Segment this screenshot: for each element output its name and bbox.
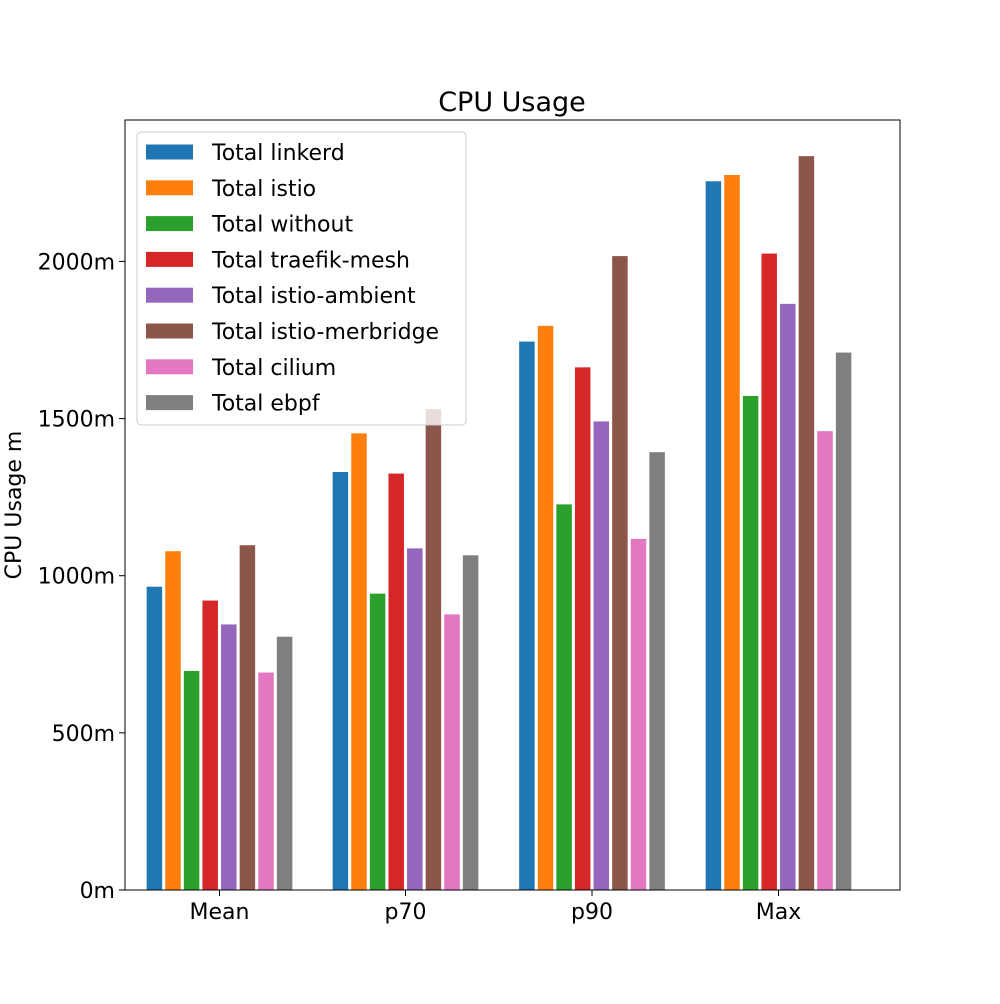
bar-total-istio-ambient-mean [221,624,237,890]
y-axis-label: CPU Usage m [2,431,27,580]
bar-total-cilium-p90 [630,538,647,890]
y-tick-label: 500m [52,722,115,747]
x-tick-label: Mean [190,900,250,925]
bar-total-ebpf-max [835,352,852,890]
legend-box [136,131,467,426]
axes-layer: 0m 500m 1000m 1500m 2000m Mean p70 p90 Max [38,119,901,925]
bar-total-istio-max [724,175,740,890]
legend-label: Total istio [211,177,316,202]
x-tick-label: p70 [385,900,427,925]
legend-swatch [146,216,193,232]
bar-total-ebpf-mean [276,636,293,890]
bar-total-linkerd-mean [146,586,163,890]
legend-label: Total cilium [211,356,336,381]
legend-label: Total traefik-mesh [211,248,410,273]
y-tick-label: 1500m [38,408,115,433]
bar-total-without-max [742,395,759,890]
legend-label: Total istio-merbridge [211,320,439,345]
legend-swatch [146,395,193,411]
legend-swatch [146,323,193,339]
plot-frame [124,119,901,891]
legend-label: Total without [211,213,353,238]
legend-label: Total istio-ambient [211,284,416,309]
legend-swatch [146,287,193,303]
bar-total-cilium-mean [258,672,274,890]
bar-total-traefik-mesh-mean [202,600,218,890]
bar-total-without-p70 [369,593,386,890]
bar-total-without-p90 [556,504,572,890]
bar-total-without-mean [183,670,200,890]
bar-total-istio-merbridge-p90 [612,256,628,891]
bar-total-istio-ambient-max [780,303,796,890]
bar-total-istio-merbridge-p70 [425,409,442,890]
bar-total-istio-mean [165,551,181,890]
y-tick-label: 2000m [38,250,115,275]
legend: Total linkerd Total istio Total without Tot… [136,131,467,426]
x-tick-label: Max [756,900,801,925]
legend-swatch [146,144,193,160]
legend-swatch [146,359,193,375]
bar-total-istio-p90 [537,325,554,890]
legend-swatch [146,180,193,196]
legend-label: Total ebpf [211,392,321,417]
bar-total-linkerd-p90 [519,341,535,890]
y-tick-label: 0m [80,879,115,904]
bar-total-istio-ambient-p90 [593,421,610,890]
bar-total-istio-p70 [351,433,367,890]
bar-total-ebpf-p70 [462,555,479,890]
legend-label: Total linkerd [211,141,345,166]
chart-title: CPU Usage [438,87,586,118]
bar-total-istio-merbridge-mean [239,545,256,890]
bar-total-ebpf-p90 [649,452,665,890]
bar-total-cilium-max [817,431,833,890]
bar-total-istio-ambient-p70 [407,548,423,890]
x-tick-label: p90 [571,900,613,925]
bar-total-istio-merbridge-max [798,156,815,890]
legend-swatch [146,251,193,267]
bars-layer [146,156,852,891]
bar-total-traefik-mesh-p70 [388,473,404,890]
bar-total-traefik-mesh-p90 [574,367,591,891]
bar-total-linkerd-max [705,181,722,891]
bar-total-traefik-mesh-max [761,253,777,890]
bar-total-linkerd-p70 [332,472,349,890]
bar-total-cilium-p70 [444,614,460,890]
y-tick-label: 1000m [38,565,115,590]
